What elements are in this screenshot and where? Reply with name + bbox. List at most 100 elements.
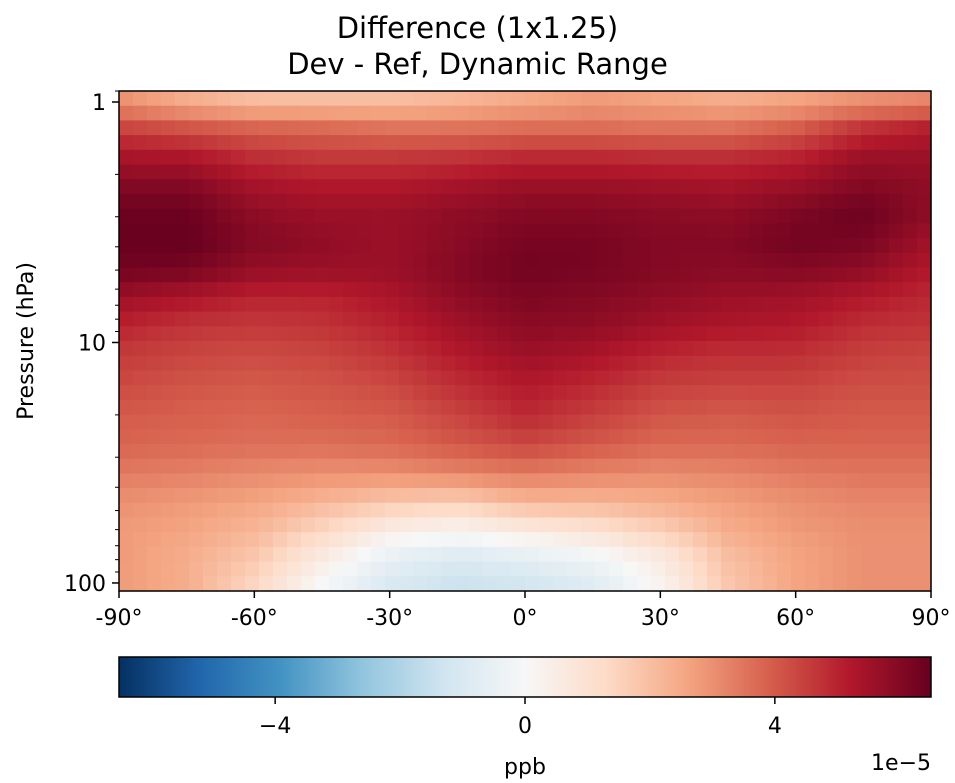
heatmap-cell (847, 208, 862, 224)
heatmap-cell (245, 576, 260, 592)
heatmap-cell (861, 355, 876, 372)
heatmap-cell (595, 576, 610, 592)
heatmap-cell (483, 341, 498, 357)
heatmap-cell (749, 296, 764, 313)
heatmap-cell (637, 296, 652, 313)
heatmap-cell (721, 91, 736, 107)
heatmap-cell (791, 311, 806, 327)
heatmap-cell (357, 517, 372, 533)
heatmap-cell (203, 149, 218, 166)
heatmap-cell (819, 576, 834, 592)
heatmap-cell (889, 473, 904, 489)
heatmap-cell (189, 414, 204, 430)
heatmap-cell (189, 546, 204, 563)
heatmap-cell (861, 120, 876, 136)
heatmap-cell (693, 561, 708, 577)
heatmap-cell (273, 149, 288, 166)
heatmap-cell (315, 135, 330, 151)
heatmap-cell (539, 149, 554, 166)
heatmap-cell (217, 473, 232, 489)
heatmap-cell (371, 252, 386, 269)
heatmap-cell (553, 120, 568, 136)
heatmap-cell (903, 473, 918, 489)
heatmap-cell (301, 149, 316, 166)
heatmap-cell (539, 414, 554, 430)
heatmap-cell (245, 238, 260, 254)
heatmap-cell (497, 208, 512, 224)
heatmap-cell (847, 355, 862, 372)
heatmap-cell (539, 91, 554, 107)
heatmap-cell (133, 135, 148, 151)
heatmap-cell (707, 488, 722, 504)
heatmap-cell (413, 341, 428, 357)
heatmap-cell (917, 517, 932, 533)
heatmap-cell (161, 429, 176, 445)
heatmap-cell (707, 311, 722, 327)
heatmap-cell (917, 282, 932, 298)
heatmap-cell (623, 414, 638, 430)
heatmap-cell (847, 517, 862, 533)
heatmap-cell (385, 561, 400, 577)
heatmap-cell (861, 311, 876, 327)
heatmap-cell (693, 532, 708, 548)
heatmap-cell (679, 208, 694, 224)
heatmap-cell (917, 164, 932, 180)
heatmap-cell (231, 135, 246, 151)
heatmap-cell (175, 326, 190, 342)
heatmap-cell (735, 473, 750, 489)
heatmap-cell (455, 517, 470, 533)
heatmap-cell (189, 488, 204, 504)
heatmap-cell (707, 561, 722, 577)
heatmap-cell (301, 355, 316, 372)
heatmap-cell (287, 488, 302, 504)
heatmap-cell (791, 91, 806, 107)
heatmap-cell (735, 267, 750, 283)
heatmap-cell (161, 385, 176, 401)
heatmap-cell (245, 385, 260, 401)
heatmap-cell (721, 370, 736, 386)
heatmap-cell (581, 355, 596, 372)
heatmap-cell (189, 149, 204, 166)
heatmap-cell (343, 443, 358, 460)
heatmap-cell (861, 546, 876, 563)
heatmap-cell (413, 473, 428, 489)
heatmap-cell (581, 473, 596, 489)
heatmap-cell (735, 238, 750, 254)
heatmap-cell (259, 179, 274, 195)
heatmap-cell (441, 532, 456, 548)
heatmap-cell (833, 443, 848, 460)
heatmap-cell (763, 135, 778, 151)
heatmap-cell (427, 532, 442, 548)
heatmap-cell (161, 458, 176, 474)
heatmap-cell (175, 238, 190, 254)
heatmap-cell (917, 252, 932, 269)
heatmap-cell (609, 149, 624, 166)
heatmap-cell (749, 429, 764, 445)
heatmap-cell (175, 532, 190, 548)
heatmap-cell (329, 443, 344, 460)
heatmap-cell (539, 164, 554, 180)
heatmap-cell (343, 238, 358, 254)
heatmap-cell (847, 120, 862, 136)
heatmap-cell (427, 561, 442, 577)
heatmap-cell (763, 443, 778, 460)
heatmap-cell (903, 546, 918, 563)
heatmap-cell (259, 193, 274, 210)
heatmap-cell (539, 208, 554, 224)
heatmap-cell (455, 120, 470, 136)
heatmap-cell (301, 135, 316, 151)
heatmap-cell (371, 149, 386, 166)
heatmap-cell (175, 429, 190, 445)
heatmap-cell (637, 252, 652, 269)
heatmap-cell (847, 105, 862, 122)
heatmap-cell (889, 252, 904, 269)
heatmap-cell (651, 267, 666, 283)
heatmap-cell (469, 91, 484, 107)
heatmap-cell (441, 282, 456, 298)
heatmap-cell (273, 546, 288, 563)
heatmap-cell (567, 179, 582, 195)
heatmap-cell (917, 149, 932, 166)
heatmap-cell (805, 193, 820, 210)
heatmap-cell (833, 561, 848, 577)
heatmap-cell (735, 223, 750, 239)
